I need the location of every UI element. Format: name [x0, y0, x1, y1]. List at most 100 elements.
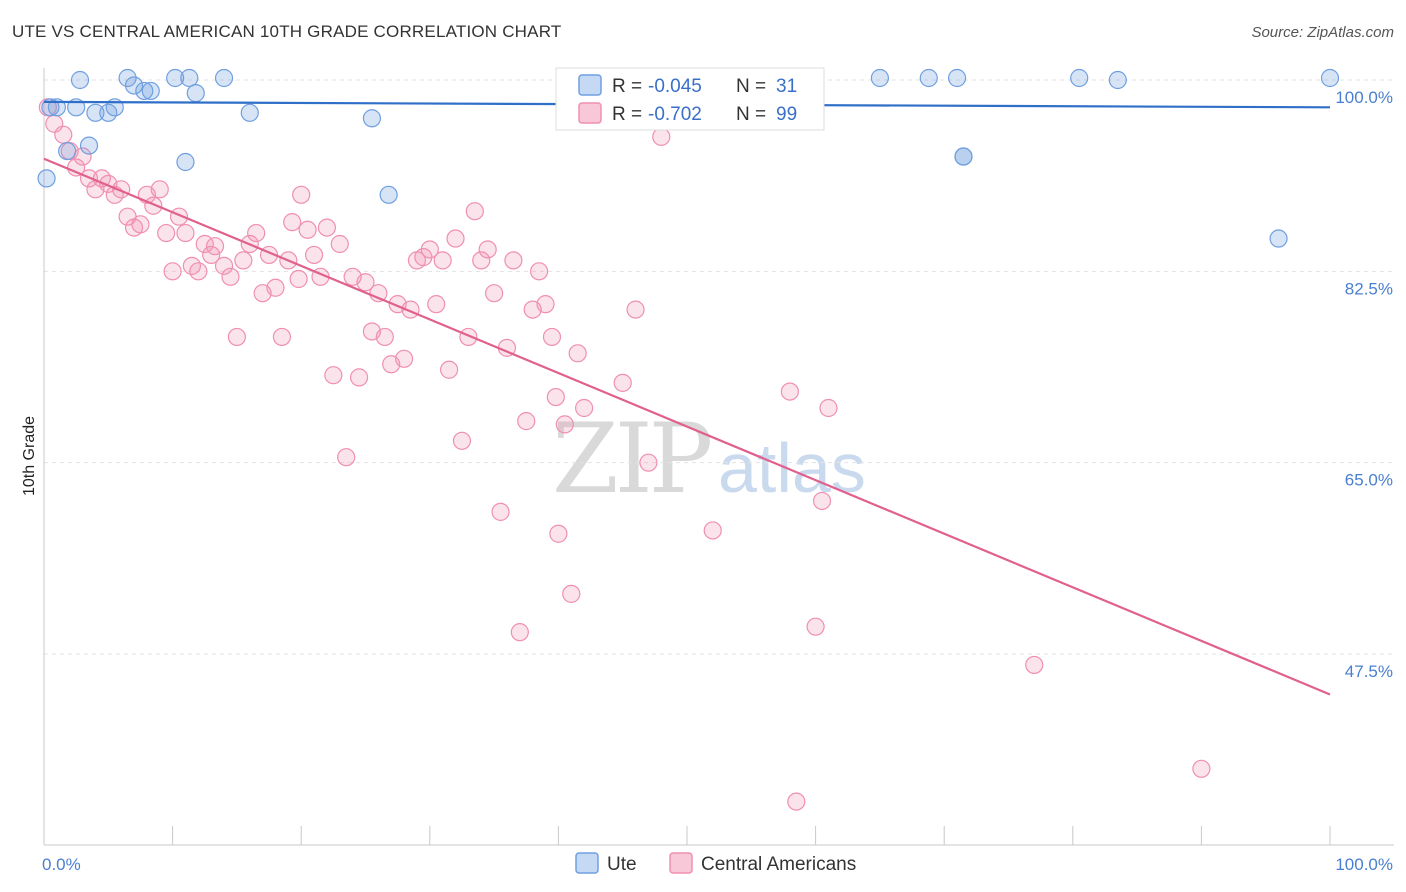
- central-americans-point: [131, 215, 150, 234]
- central-americans-point: [163, 262, 182, 281]
- chart-source: Source: ZipAtlas.com: [1251, 24, 1394, 41]
- ute-point: [186, 84, 205, 103]
- chart-title: UTE VS CENTRAL AMERICAN 10TH GRADE CORRE…: [12, 22, 562, 41]
- legend-ute-n-label: N =: [736, 76, 766, 97]
- central-americans-point: [433, 251, 452, 270]
- legend-central-r-label: R =: [612, 104, 642, 125]
- central-americans-point: [1192, 759, 1211, 778]
- central-americans-point: [819, 398, 838, 418]
- legend-central-r-value: -0.702: [648, 104, 702, 125]
- ute-point: [135, 81, 154, 101]
- central-americans-point: [247, 223, 266, 243]
- central-americans-point: [234, 251, 253, 270]
- central-americans-point: [356, 273, 375, 292]
- watermark-atlas: atlas: [718, 429, 866, 507]
- central-americans-point: [787, 792, 806, 811]
- central-americans-point: [266, 278, 285, 297]
- central-americans-point: [189, 262, 208, 281]
- x-tick-marks: [172, 826, 1331, 845]
- top-legend: R = -0.045 N = 31 R = -0.702 N = 99: [555, 67, 825, 131]
- central-americans-point: [703, 521, 722, 540]
- legend-swatch-central: [578, 102, 602, 124]
- central-americans-points: [38, 98, 1211, 811]
- central-americans-point: [472, 251, 491, 270]
- ute-point: [86, 103, 105, 122]
- trend-lines: [43, 100, 1331, 696]
- central-americans-point: [375, 327, 394, 347]
- central-americans-point: [542, 327, 562, 347]
- central-americans-point: [465, 202, 484, 221]
- ute-point: [1108, 70, 1127, 90]
- central-americans-point: [446, 229, 465, 248]
- central-americans-point: [452, 431, 472, 450]
- ute-point: [37, 169, 56, 188]
- legend-ute-n-value: 31: [776, 76, 797, 97]
- y-tick-label: 82.5%: [1345, 279, 1393, 298]
- legend-central-n-value: 99: [776, 104, 797, 125]
- central-americans-point: [504, 251, 523, 270]
- central-americans-point: [289, 269, 308, 289]
- bottom-legend-swatch-central: [669, 852, 693, 874]
- x-tick-label-min: 0.0%: [42, 855, 81, 874]
- central-americans-point: [205, 237, 225, 256]
- central-americans-point: [478, 240, 497, 259]
- central-americans-point: [491, 502, 510, 521]
- central-americans-point: [652, 127, 671, 146]
- central-americans-point: [298, 220, 317, 239]
- legend-swatch-ute: [578, 74, 602, 96]
- ute-point: [214, 68, 234, 88]
- legend-ute-r-value: -0.045: [648, 76, 702, 97]
- y-tick-labels: 100.0% 82.5% 65.0% 47.5%: [1335, 88, 1393, 681]
- ute-point: [124, 76, 144, 95]
- ute-point: [41, 98, 60, 117]
- central-americans-point: [324, 366, 343, 385]
- ute-point: [362, 109, 382, 128]
- central-americans-point: [806, 617, 825, 636]
- central-americans-point: [439, 360, 459, 379]
- ute-point: [919, 68, 938, 88]
- central-americans-point: [562, 584, 581, 603]
- grid-lines: [44, 79, 1394, 655]
- central-americans-point: [536, 295, 555, 314]
- x-tick-label-max: 100.0%: [1335, 855, 1393, 874]
- central-americans-point: [568, 344, 587, 363]
- central-americans-point: [214, 256, 234, 275]
- ute-point: [1070, 68, 1089, 88]
- central-americans-point: [639, 453, 658, 472]
- central-americans-point: [812, 491, 832, 511]
- ute-point: [947, 68, 967, 88]
- central-americans-point: [549, 524, 568, 543]
- central-americans-trend-line: [43, 157, 1331, 696]
- legend-ute-r-label: R =: [612, 76, 642, 97]
- ute-point: [954, 147, 973, 166]
- ute-point: [166, 68, 185, 88]
- y-axis-label: 10th Grade: [21, 416, 38, 496]
- central-americans-point: [517, 412, 536, 431]
- central-americans-point: [330, 234, 349, 254]
- central-americans-point: [304, 245, 324, 265]
- central-americans-point: [272, 327, 292, 347]
- central-americans-point: [157, 223, 176, 243]
- central-americans-point: [227, 327, 246, 347]
- central-americans-point: [283, 213, 302, 232]
- central-americans-point: [575, 398, 594, 418]
- ute-point: [58, 141, 77, 161]
- ute-point: [47, 98, 66, 117]
- central-americans-point: [1025, 655, 1044, 675]
- central-americans-point: [221, 267, 240, 286]
- ute-point: [240, 103, 259, 122]
- central-americans-point: [394, 349, 414, 368]
- ute-point: [176, 152, 195, 172]
- ute-point: [379, 185, 398, 204]
- central-americans-point: [780, 382, 799, 401]
- central-americans-point: [337, 448, 356, 467]
- ute-point: [118, 68, 137, 88]
- y-tick-label: 100.0%: [1335, 88, 1393, 107]
- central-americans-point: [626, 300, 645, 319]
- central-americans-point: [510, 623, 529, 642]
- central-americans-point: [530, 262, 549, 281]
- ute-point: [1320, 68, 1340, 88]
- y-tick-label: 47.5%: [1345, 662, 1393, 681]
- central-americans-point: [349, 368, 369, 387]
- central-americans-point: [54, 125, 73, 144]
